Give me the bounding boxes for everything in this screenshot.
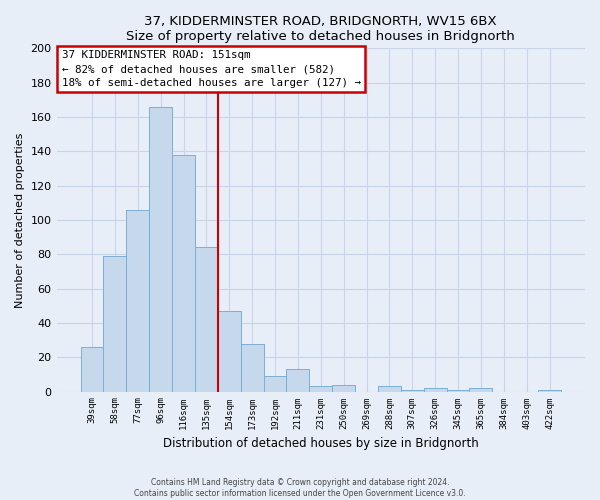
Y-axis label: Number of detached properties: Number of detached properties xyxy=(15,132,25,308)
Bar xyxy=(446,390,469,392)
Bar xyxy=(538,390,561,392)
Bar xyxy=(263,376,286,392)
Bar xyxy=(149,106,172,392)
Bar xyxy=(401,390,424,392)
Bar xyxy=(286,369,310,392)
Text: 37 KIDDERMINSTER ROAD: 151sqm
← 82% of detached houses are smaller (582)
18% of : 37 KIDDERMINSTER ROAD: 151sqm ← 82% of d… xyxy=(62,50,361,88)
Bar xyxy=(310,386,332,392)
Bar xyxy=(469,388,493,392)
Bar xyxy=(424,388,446,392)
Bar xyxy=(172,154,195,392)
Bar xyxy=(127,210,149,392)
Bar xyxy=(103,256,127,392)
Bar xyxy=(195,248,218,392)
Bar xyxy=(332,384,355,392)
Bar xyxy=(378,386,401,392)
Text: Contains HM Land Registry data © Crown copyright and database right 2024.
Contai: Contains HM Land Registry data © Crown c… xyxy=(134,478,466,498)
X-axis label: Distribution of detached houses by size in Bridgnorth: Distribution of detached houses by size … xyxy=(163,437,479,450)
Title: 37, KIDDERMINSTER ROAD, BRIDGNORTH, WV15 6BX
Size of property relative to detach: 37, KIDDERMINSTER ROAD, BRIDGNORTH, WV15… xyxy=(127,15,515,43)
Bar xyxy=(80,347,103,392)
Bar xyxy=(241,344,263,392)
Bar xyxy=(218,311,241,392)
